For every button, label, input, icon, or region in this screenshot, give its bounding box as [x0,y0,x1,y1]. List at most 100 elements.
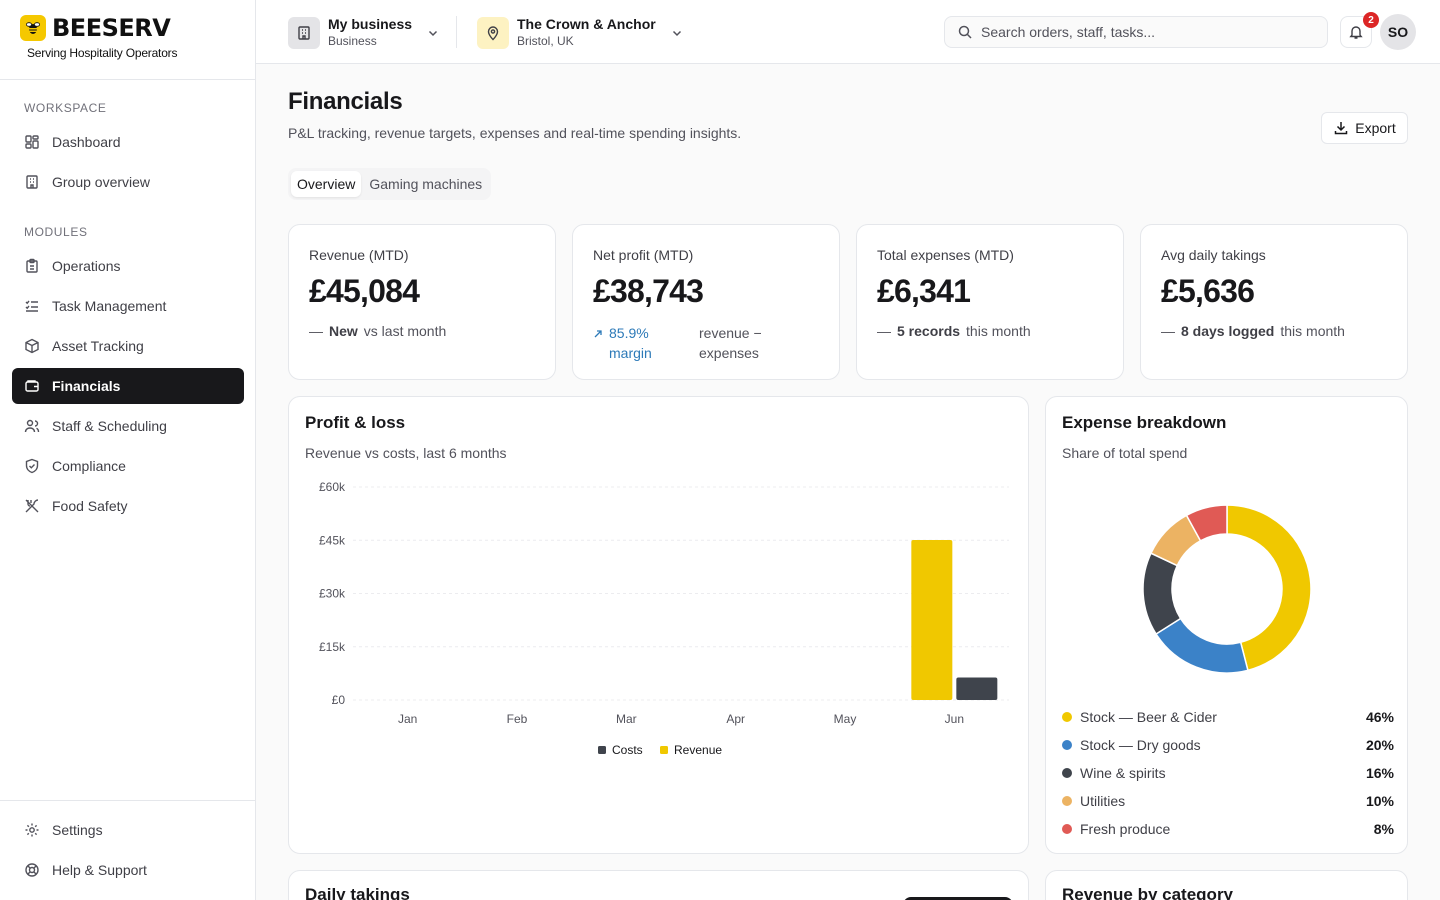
users-icon [24,419,40,433]
kpi-value: £45,084 [309,273,420,309]
legend-dot [1062,768,1072,778]
legend-item: Stock — Beer & Cider 46% [1062,707,1394,727]
kpi-card-avg-daily-takings: Avg daily takings £5,636 — 8 days logged… [1140,224,1408,380]
dashboard-icon [25,135,39,149]
building-icon [288,17,320,49]
sidebar-item-dashboard[interactable]: Dashboard [12,124,244,160]
sidebar-item-label: Dashboard [52,134,121,150]
sidebar-item-label: Staff & Scheduling [52,418,167,434]
kpi-footnote: — 8 days logged this month [1161,323,1345,339]
export-label: Export [1355,120,1396,136]
profit-loss-chart: £0 £15k £30k £45k £60k Jan Feb Mar Apr May Jun Cost… [319,480,1009,757]
legend-percent: 46% [1365,709,1394,725]
sidebar: BEESERV Serving Hospitality Operators WO… [0,0,256,900]
avatar[interactable]: SO [1380,14,1416,50]
sidebar-item-task-management[interactable]: Task Management [12,288,244,324]
x-tick-label: Mar [616,712,637,726]
list-checks-icon [25,300,38,312]
legend-swatch [660,746,668,754]
kpi-note: revenue − expenses [699,325,762,361]
y-tick-label: £15k [319,640,346,654]
legend-item: Stock — Dry goods 20% [1062,735,1394,755]
sidebar-item-staff-scheduling[interactable]: Staff & Scheduling [12,408,244,444]
notifications-button[interactable]: 2 [1340,12,1379,48]
workspace-section-label: WORKSPACE [24,101,107,115]
sidebar-item-label: Compliance [52,458,126,474]
download-icon [1335,122,1348,135]
notification-badge: 2 [1363,12,1379,28]
card-title: Revenue by category [1062,885,1234,900]
map-pin-icon [477,17,509,49]
box-icon [25,338,39,354]
sidebar-item-label: Group overview [52,174,151,190]
sidebar-item-compliance[interactable]: Compliance [12,448,244,484]
sidebar-item-asset-tracking[interactable]: Asset Tracking [12,328,244,364]
expense-breakdown-card: Expense breakdown Share of total spend S… [1045,396,1408,854]
kpi-label: Net profit (MTD) [593,247,694,263]
bell-icon [1349,26,1363,39]
legend-label: Utilities [1080,793,1126,809]
utensils-icon [25,499,39,513]
page-subtitle: P&L tracking, revenue targets, expenses … [288,125,742,141]
page-title: Financials [288,88,403,115]
business-switcher[interactable]: My business Business [288,16,440,50]
tab-gaming-machines[interactable]: Gaming machines [369,176,483,192]
legend-percent: 10% [1365,793,1394,809]
sidebar-item-operations[interactable]: Operations [12,248,244,284]
top-header: My business Business The Crown & Anchor … [256,0,1440,64]
kpi-value: £38,743 [593,273,704,309]
sidebar-item-label: Task Management [52,298,167,314]
revenue-bar [911,539,953,700]
sidebar-item-group-overview[interactable]: Group overview [12,164,244,200]
donut-slice [1185,504,1228,542]
daily-takings-action-button[interactable] [903,897,1013,900]
legend-label: Fresh produce [1080,821,1171,837]
clipboard-icon [26,258,38,273]
sidebar-item-food-safety[interactable]: Food Safety [12,488,244,524]
venue-switcher[interactable]: The Crown & Anchor Bristol, UK [477,16,684,50]
brand[interactable]: BEESERV Serving Hospitality Operators [0,0,255,80]
legend-dot [1062,824,1072,834]
trend-up-icon [594,330,602,338]
y-tick-label: £60k [319,480,346,494]
modules-section-label: MODULES [24,225,88,239]
export-button[interactable]: Export [1321,112,1408,144]
x-tick-label: Jan [398,712,417,726]
legend-dot [1062,740,1072,750]
card-title: Daily takings [305,885,410,900]
legend-label: Costs [612,743,643,757]
sidebar-item-settings[interactable]: Settings [12,812,244,848]
kpi-highlight: 5 records [897,323,961,339]
legend-dot [1062,712,1072,722]
lifebuoy-icon [25,863,39,877]
legend-label: Wine & spirits [1080,765,1166,781]
expense-donut-chart [1142,504,1312,674]
header-divider [456,16,457,48]
venue-location: Bristol, UK [517,34,574,48]
sidebar-item-label: Operations [52,258,121,274]
x-tick-label: Feb [507,712,528,726]
legend-percent: 16% [1365,765,1394,781]
sidebar-item-label: Financials [52,378,121,394]
sidebar-item-help-support[interactable]: Help & Support [12,852,244,888]
search-bar[interactable] [944,16,1328,48]
kpi-label: Avg daily takings [1161,247,1266,263]
y-tick-label: £30k [319,587,346,601]
y-tick-label: £0 [332,693,346,707]
donut-slice [1142,552,1182,636]
sidebar-item-financials[interactable]: Financials [12,368,244,404]
dash-icon: — [1161,323,1175,339]
donut-slice [1226,504,1312,672]
donut-slice [1155,617,1249,674]
kpi-label: Revenue (MTD) [309,247,409,263]
x-tick-label: Apr [726,712,745,726]
legend-item: Wine & spirits 16% [1062,763,1394,783]
kpi-footnote: 85.9% margin revenue − expenses [593,323,789,363]
card-subtitle: Revenue vs costs, last 6 months [305,445,507,461]
legend-item: Utilities 10% [1062,791,1394,811]
tab-list: Overview Gaming machines [288,168,492,200]
tab-overview[interactable]: Overview [291,171,362,197]
shield-check-icon [25,458,39,474]
x-tick-label: May [834,712,857,726]
search-input[interactable] [981,24,1311,40]
